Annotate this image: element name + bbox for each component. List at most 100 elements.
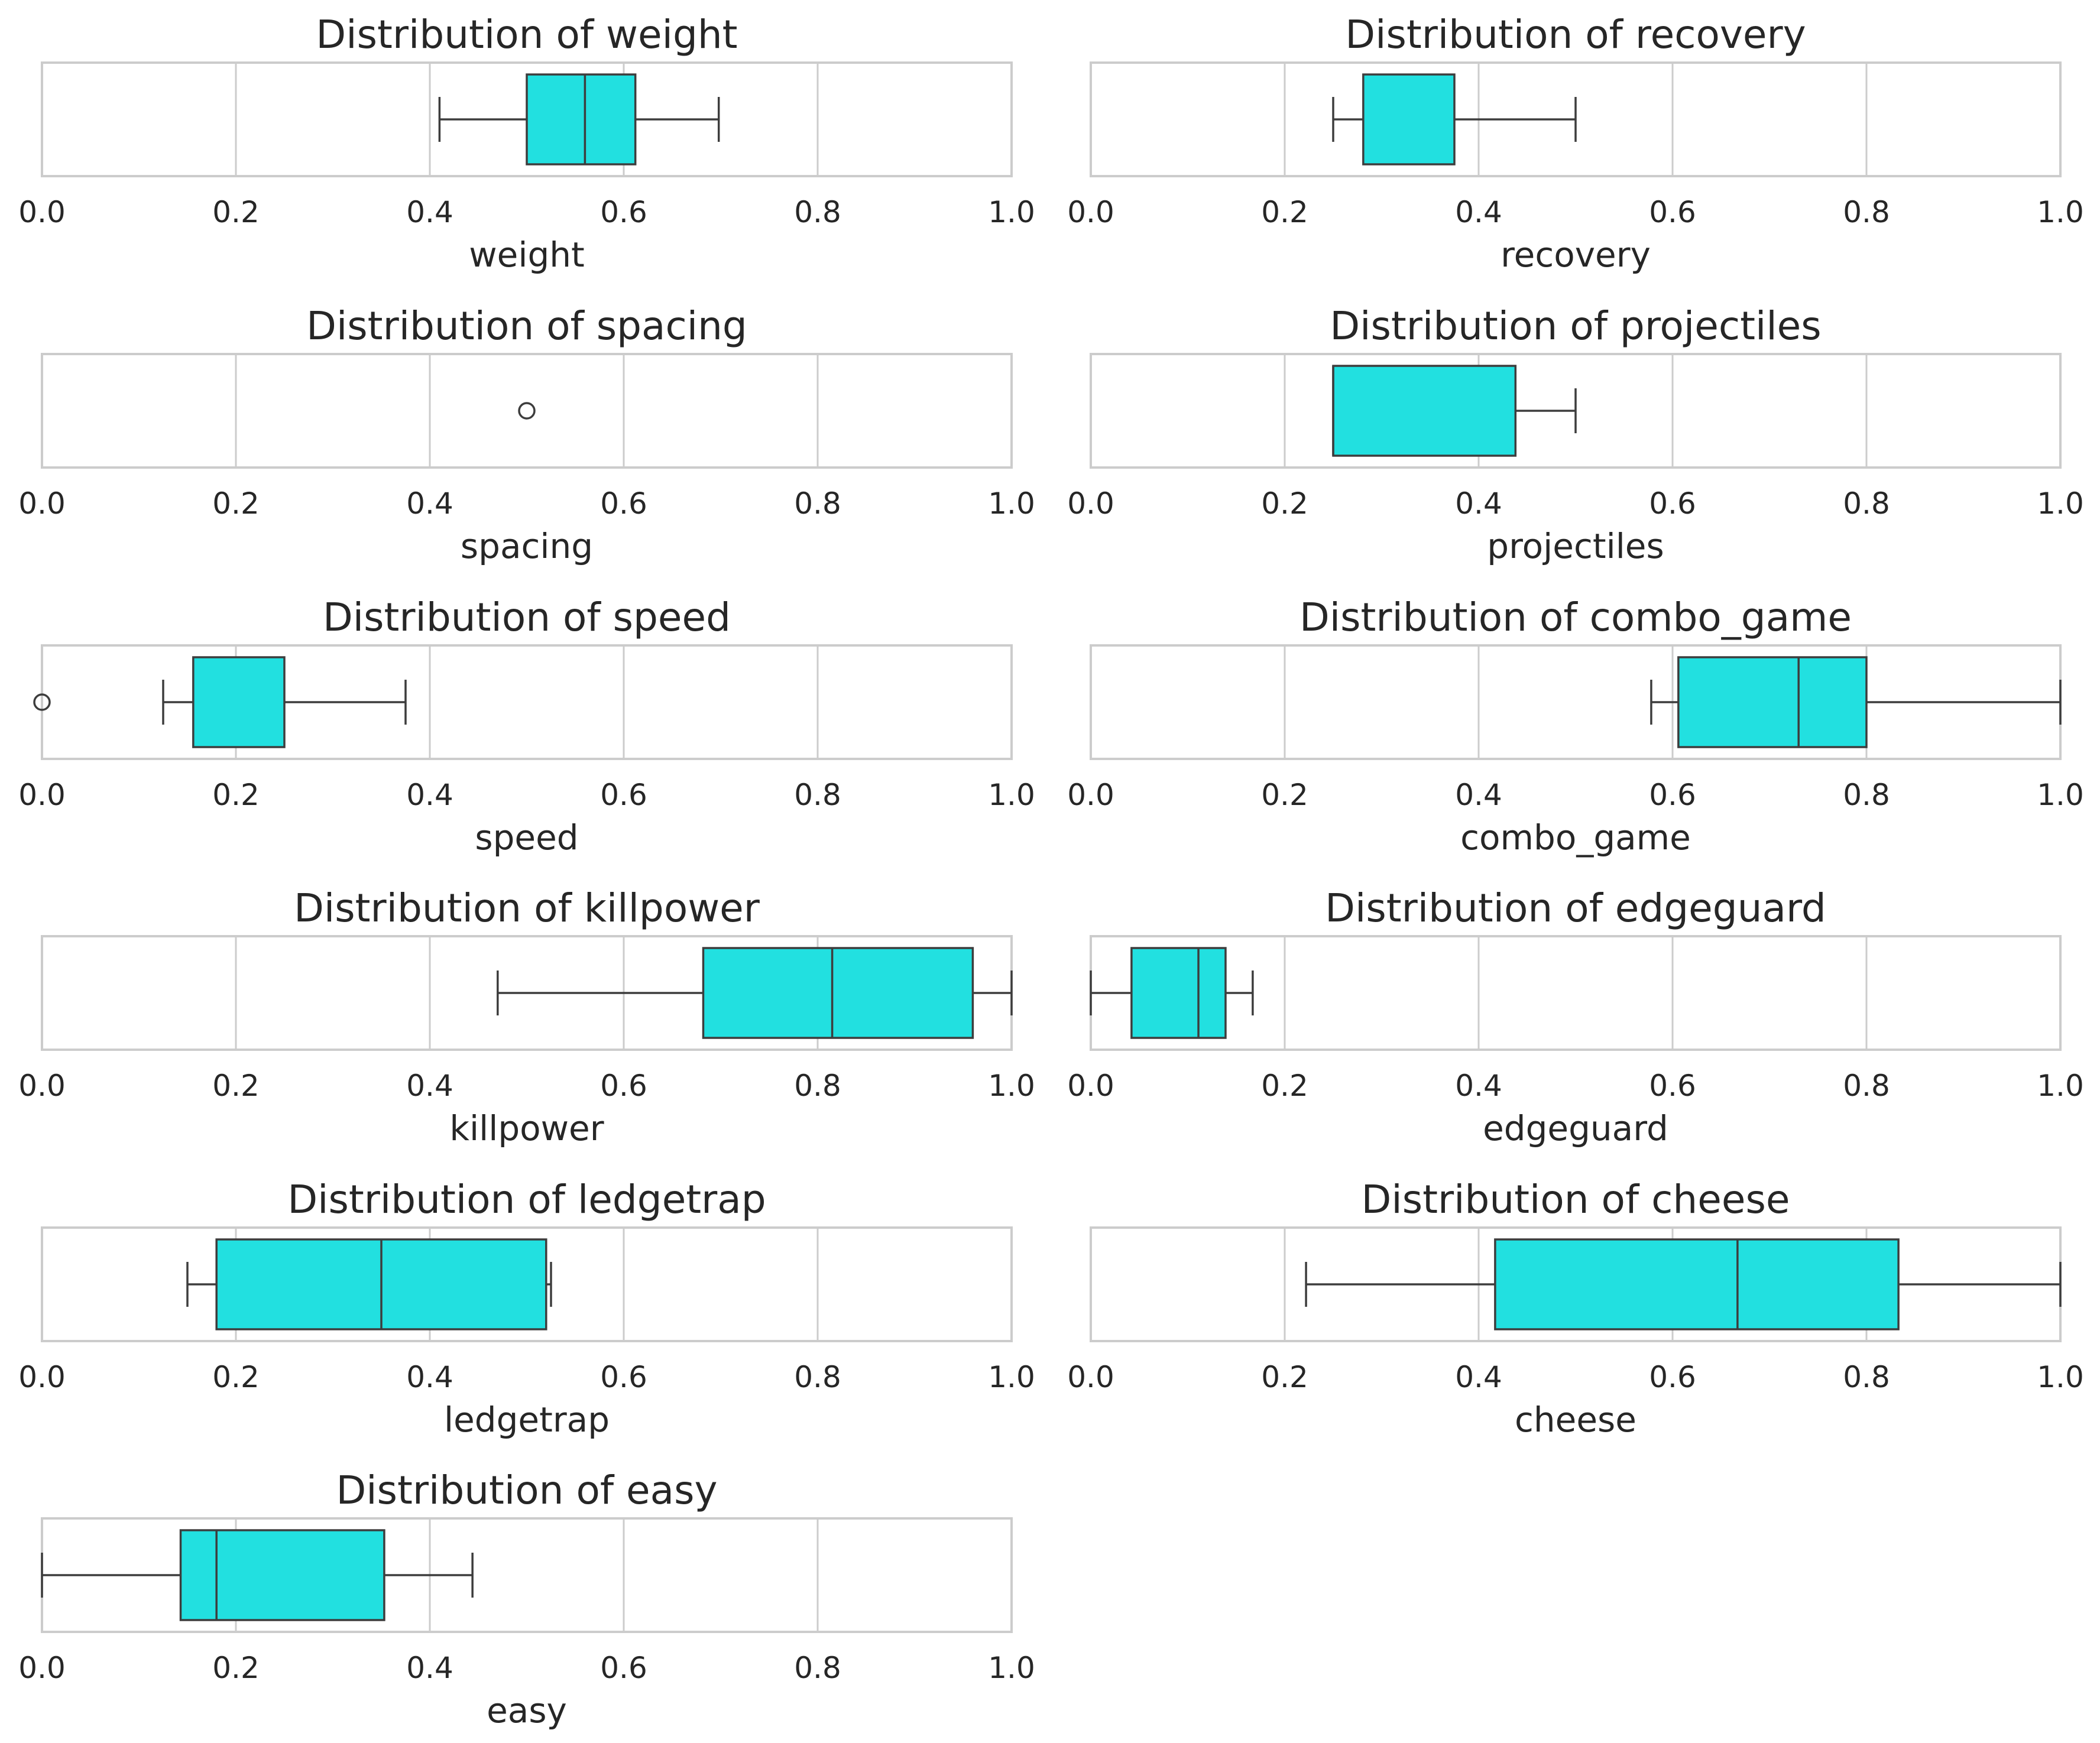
panel-4-title: Distribution of projectiles — [1330, 303, 1821, 349]
panel-11-x-axis-label: easy — [487, 1690, 567, 1731]
panel-6-x-tick-label: 0.0 — [1067, 778, 1114, 812]
panel-6-x-axis-label: combo_game — [1460, 817, 1691, 858]
panel-9-x-tick-label: 1.0 — [988, 1360, 1035, 1394]
panel-9-x-tick-label: 0.2 — [212, 1360, 260, 1394]
panel-7-x-tick-label: 0.4 — [406, 1069, 453, 1103]
panel-10-x-tick-label: 0.2 — [1261, 1360, 1308, 1394]
panel-1-x-tick-label: 0.4 — [406, 195, 453, 229]
panel-5-x-tick-label: 0.8 — [794, 778, 841, 812]
panel-4-x-tick-label: 0.4 — [1455, 486, 1502, 521]
panel-6-x-tick-label: 0.4 — [1455, 778, 1502, 812]
panel-3-x-tick-label: 0.8 — [794, 486, 841, 521]
panel-7-x-tick-label: 0.6 — [600, 1069, 647, 1103]
panel-3-x-tick-label: 0.0 — [18, 486, 66, 521]
panel-6-x-tick-label: 0.8 — [1843, 778, 1890, 812]
panel-9-title: Distribution of ledgetrap — [287, 1177, 766, 1222]
panel-10-x-tick-label: 0.4 — [1455, 1360, 1502, 1394]
panel-11-x-tick-label: 0.4 — [406, 1651, 453, 1685]
panel-10-x-axis-label: cheese — [1515, 1400, 1636, 1440]
panel-5-x-axis-label: speed — [475, 817, 578, 858]
panel-4-x-tick-label: 0.0 — [1067, 486, 1114, 521]
panel-2-frame — [1090, 61, 2062, 177]
panel-2-x-axis-label: recovery — [1501, 235, 1651, 275]
panel-6-x-tick-label: 1.0 — [2037, 778, 2084, 812]
panel-3-outlier-point — [518, 402, 536, 420]
panel-4-x-axis-label: projectiles — [1487, 526, 1664, 566]
panel-6-box — [1677, 656, 1868, 748]
panel-1-x-tick-label: 1.0 — [988, 195, 1035, 229]
panel-4-x-tick-label: 0.8 — [1843, 486, 1890, 521]
panel-8-x-tick-label: 0.4 — [1455, 1069, 1502, 1103]
panel-11: 0.0 0.2 0.4 0.6 0.8 1.0 Distribution of easy ea… — [18, 1468, 1035, 1731]
panel-2-x-tick-label: 0.2 — [1261, 195, 1308, 229]
panel-9-x-tick-label: 0.8 — [794, 1360, 841, 1394]
panel-5-frame — [41, 644, 1013, 760]
panel-2-title: Distribution of recovery — [1345, 12, 1806, 57]
panel-5-x-tick-label: 0.4 — [406, 778, 453, 812]
panel-8-x-tick-label: 0.8 — [1843, 1069, 1890, 1103]
panel-9-x-tick-label: 0.4 — [406, 1360, 453, 1394]
panel-4-x-tick-label: 0.6 — [1649, 486, 1696, 521]
panel-7-x-tick-label: 0.2 — [212, 1069, 260, 1103]
panel-9: 0.0 0.2 0.4 0.6 0.8 1.0 Distribution of ledget… — [18, 1177, 1035, 1440]
panel-8-x-tick-label: 1.0 — [2037, 1069, 2084, 1103]
panel-6: 0.0 0.2 0.4 0.6 0.8 1.0 Distribution of combo_… — [1067, 595, 2084, 858]
panel-7-x-tick-label: 0.8 — [794, 1069, 841, 1103]
panel-2-x-tick-label: 0.6 — [1649, 195, 1696, 229]
panel-11-x-tick-label: 0.2 — [212, 1651, 260, 1685]
panel-1-x-tick-label: 0.8 — [794, 195, 841, 229]
panel-5-x-tick-label: 0.0 — [18, 778, 66, 812]
panel-1-x-tick-label: 0.2 — [212, 195, 260, 229]
panel-3-title: Distribution of spacing — [306, 303, 747, 349]
panel-9-frame — [41, 1226, 1013, 1342]
panel-9-x-tick-label: 0.0 — [18, 1360, 66, 1394]
panel-10-box — [1494, 1238, 1900, 1330]
panel-3-x-tick-label: 0.6 — [600, 486, 647, 521]
panel-7: 0.0 0.2 0.4 0.6 0.8 1.0 Distribution of killpo… — [18, 885, 1035, 1148]
panel-3-x-tick-label: 0.4 — [406, 486, 453, 521]
panel-2-x-tick-label: 1.0 — [2037, 195, 2084, 229]
panel-1-frame — [41, 61, 1013, 177]
panel-11-x-tick-label: 0.6 — [600, 1651, 647, 1685]
panel-1-x-tick-label: 0.6 — [600, 195, 647, 229]
panel-11-box — [179, 1529, 385, 1621]
panel-3-x-axis-label: spacing — [461, 526, 593, 566]
panel-7-x-axis-label: killpower — [449, 1108, 604, 1148]
panel-3-x-tick-label: 1.0 — [988, 486, 1035, 521]
panel-10-x-tick-label: 0.0 — [1067, 1360, 1114, 1394]
panel-11-x-tick-label: 0.8 — [794, 1651, 841, 1685]
panel-5: 0.0 0.2 0.4 0.6 0.8 1.0 Distribution of speed s… — [18, 595, 1035, 858]
panel-7-x-tick-label: 1.0 — [988, 1069, 1035, 1103]
panel-7-title: Distribution of killpower — [294, 885, 760, 931]
panel-9-x-tick-label: 0.6 — [600, 1360, 647, 1394]
panel-8-x-tick-label: 0.6 — [1649, 1069, 1696, 1103]
panel-4-x-tick-label: 0.2 — [1261, 486, 1308, 521]
panel-3: 0.0 0.2 0.4 0.6 0.8 1.0 Distribution of spacin… — [18, 303, 1035, 566]
panel-1-x-tick-label: 0.0 — [18, 195, 66, 229]
panel-5-x-tick-label: 0.6 — [600, 778, 647, 812]
panel-3-x-tick-label: 0.2 — [212, 486, 260, 521]
panel-1: 0.0 0.2 0.4 0.6 0.8 1.0 Distribution of weight… — [18, 12, 1035, 275]
panel-2: 0.0 0.2 0.4 0.6 0.8 1.0 Distribution of recove… — [1067, 12, 2084, 275]
panel-6-x-tick-label: 0.2 — [1261, 778, 1308, 812]
panel-2-x-tick-label: 0.4 — [1455, 195, 1502, 229]
panel-8-x-tick-label: 0.2 — [1261, 1069, 1308, 1103]
panel-2-x-tick-label: 0.0 — [1067, 195, 1114, 229]
panel-1-box — [526, 73, 637, 165]
panel-11-title: Distribution of easy — [336, 1468, 717, 1513]
panel-8-title: Distribution of edgeguard — [1325, 885, 1826, 931]
panel-5-box — [192, 656, 286, 748]
panel-5-title: Distribution of speed — [323, 595, 731, 640]
panel-1-title: Distribution of weight — [316, 12, 737, 57]
panel-1-x-axis-label: weight — [469, 235, 585, 275]
panel-9-x-axis-label: ledgetrap — [444, 1400, 610, 1440]
panel-6-title: Distribution of combo_game — [1299, 595, 1852, 640]
panel-4-frame — [1090, 353, 2062, 469]
panel-7-x-tick-label: 0.0 — [18, 1069, 66, 1103]
panel-5-outlier-point — [33, 693, 51, 711]
panel-2-box — [1362, 73, 1456, 165]
panel-5-x-tick-label: 0.2 — [212, 778, 260, 812]
panel-11-x-tick-label: 1.0 — [988, 1651, 1035, 1685]
panel-4: 0.0 0.2 0.4 0.6 0.8 1.0 Distribution of projec… — [1067, 303, 2084, 566]
